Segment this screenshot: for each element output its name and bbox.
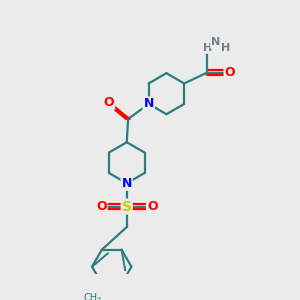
Text: N: N [143, 98, 154, 110]
Text: N: N [122, 177, 132, 190]
Text: O: O [104, 96, 114, 109]
Text: CH₃: CH₃ [84, 293, 102, 300]
Text: H: H [203, 43, 212, 53]
Text: N: N [211, 38, 220, 47]
Text: O: O [225, 66, 235, 79]
Text: S: S [122, 200, 132, 214]
Text: H: H [220, 43, 230, 53]
Text: O: O [147, 200, 158, 213]
Text: O: O [96, 200, 106, 213]
